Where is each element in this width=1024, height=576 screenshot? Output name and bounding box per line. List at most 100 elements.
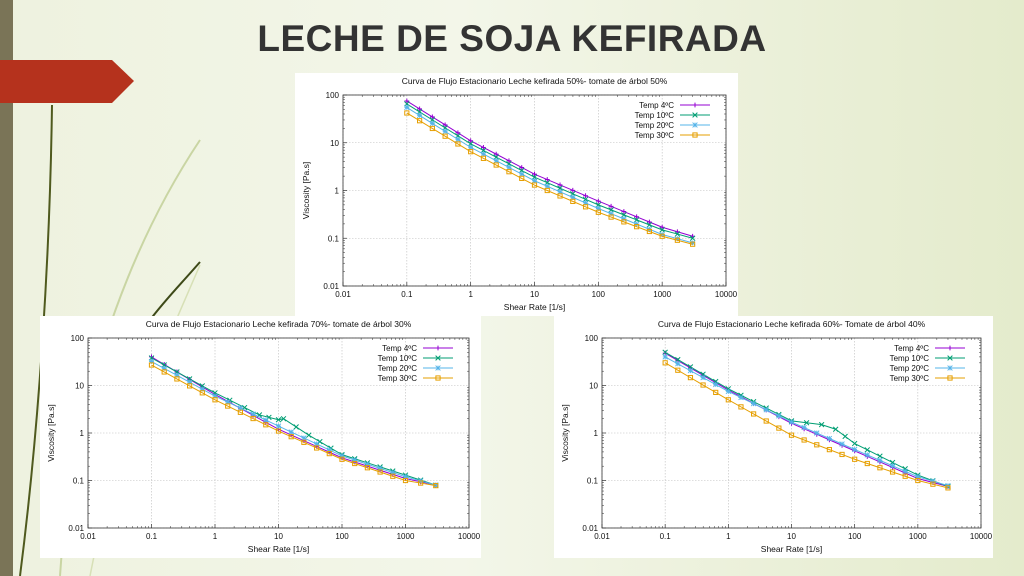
data-point [674,235,681,242]
data-point [237,409,244,415]
data-point [404,110,410,116]
left-accent-bar [0,0,13,576]
data-point [877,465,883,471]
legend-marker [435,365,441,371]
data-point [659,224,665,230]
legend-label: Temp 10ºC [635,111,675,120]
data-point [480,151,487,157]
data-point [582,200,589,206]
x-tick-label: 0.1 [401,290,413,299]
data-point [902,473,908,479]
data-point [595,209,601,215]
data-point [174,376,180,382]
x-tick-label: 1 [468,290,473,299]
x-tick-label: 0.1 [146,532,158,541]
data-point [801,424,807,431]
data-point [725,397,731,403]
data-point [621,219,627,225]
series-line [151,364,436,487]
data-point [225,403,231,409]
x-tick-label: 10000 [715,290,738,299]
data-point [864,460,870,467]
data-point [634,214,640,220]
data-point [725,388,732,395]
y-tick-label: 1 [80,429,85,438]
data-point [212,397,218,403]
data-point [187,383,193,389]
data-point [433,483,439,489]
data-point [595,205,602,212]
legend-marker [435,355,441,361]
data-point [493,158,499,164]
legend-marker [435,375,441,381]
data-point [351,457,358,463]
data-point [738,394,744,401]
data-point [275,428,282,434]
data-point [818,421,825,428]
data-point [646,222,653,228]
y-axis-label: Viscosity [Pa.s] [301,162,311,219]
data-point [506,164,512,171]
data-point [814,430,820,436]
data-point [544,183,550,190]
data-point [377,469,383,475]
data-point [442,128,448,135]
data-point [418,480,424,486]
data-point [675,361,681,367]
data-point [326,447,333,453]
data-point [519,175,525,181]
data-point [544,177,550,182]
legend-label: Temp 30ºC [635,131,675,140]
data-point [161,365,167,372]
data-point [161,369,167,375]
data-point [788,432,795,438]
data-point [930,481,936,487]
series-2 [148,355,439,488]
series-line [151,357,436,486]
data-point [148,358,155,365]
data-point [433,482,439,488]
title-accent-tab [0,60,134,103]
data-point [930,478,936,484]
data-point [570,187,576,193]
x-axis-label: Shear Rate [1/s] [248,544,309,554]
data-point [493,151,499,157]
data-point [662,354,668,360]
data-point [224,399,231,405]
data-point [674,231,681,237]
data-point [712,381,719,388]
legend-marker [947,375,953,381]
data-point [481,145,486,150]
data-point [621,216,627,222]
y-tick-label: 0.01 [68,524,84,533]
data-point [148,362,155,368]
data-point [608,214,614,220]
data-point [519,171,525,177]
legend-label: Temp 10ºC [890,354,930,363]
data-point [674,237,680,243]
data-point [915,477,921,484]
data-point [263,417,269,423]
legend-marker [947,365,953,371]
series-4 [662,360,951,491]
legend-label: Temp 4ºC [639,101,674,110]
legend-label: Temp 20ºC [635,121,675,130]
legend-marker [692,122,698,128]
data-point [864,447,871,453]
x-tick-label: 10 [787,532,796,541]
data-point [417,118,423,124]
x-tick-label: 100 [335,532,349,541]
data-point [544,187,550,194]
x-tick-label: 0.01 [335,290,351,299]
y-tick-label: 10 [75,382,84,391]
data-point [455,130,461,136]
data-point [621,209,627,214]
data-point [314,445,320,451]
chart-title: Curva de Flujo Estacionario Leche kefira… [146,319,412,329]
x-tick-label: 1 [213,532,218,541]
y-tick-label: 100 [71,334,85,343]
data-point [404,104,410,111]
data-point [275,423,282,429]
